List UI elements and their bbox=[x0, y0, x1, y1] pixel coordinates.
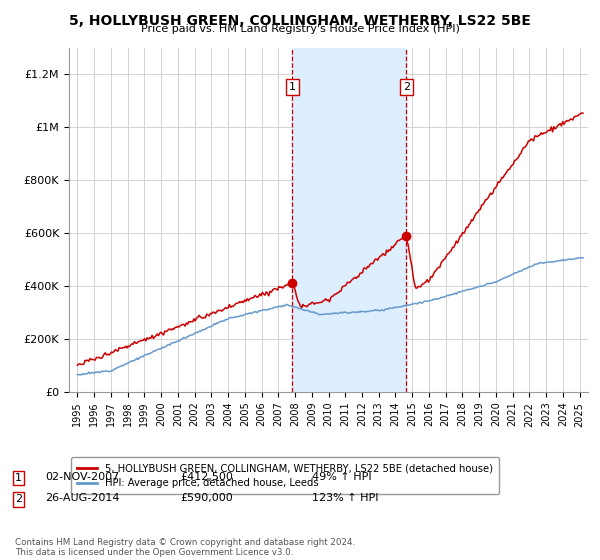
Text: 123% ↑ HPI: 123% ↑ HPI bbox=[312, 493, 379, 503]
Text: £412,500: £412,500 bbox=[180, 472, 233, 482]
Text: 2: 2 bbox=[15, 494, 22, 505]
Text: 5, HOLLYBUSH GREEN, COLLINGHAM, WETHERBY, LS22 5BE: 5, HOLLYBUSH GREEN, COLLINGHAM, WETHERBY… bbox=[69, 14, 531, 28]
Text: £590,000: £590,000 bbox=[180, 493, 233, 503]
Bar bbox=[292, 48, 406, 392]
Text: 2: 2 bbox=[403, 82, 410, 92]
Text: 1: 1 bbox=[15, 473, 22, 483]
Text: 26-AUG-2014: 26-AUG-2014 bbox=[45, 493, 119, 503]
Text: 1: 1 bbox=[289, 82, 296, 92]
Text: 49% ↑ HPI: 49% ↑ HPI bbox=[312, 472, 371, 482]
Legend: 5, HOLLYBUSH GREEN, COLLINGHAM, WETHERBY, LS22 5BE (detached house), HPI: Averag: 5, HOLLYBUSH GREEN, COLLINGHAM, WETHERBY… bbox=[71, 458, 499, 494]
Text: Contains HM Land Registry data © Crown copyright and database right 2024.
This d: Contains HM Land Registry data © Crown c… bbox=[15, 538, 355, 557]
Text: Price paid vs. HM Land Registry's House Price Index (HPI): Price paid vs. HM Land Registry's House … bbox=[140, 24, 460, 34]
Text: 02-NOV-2007: 02-NOV-2007 bbox=[45, 472, 119, 482]
